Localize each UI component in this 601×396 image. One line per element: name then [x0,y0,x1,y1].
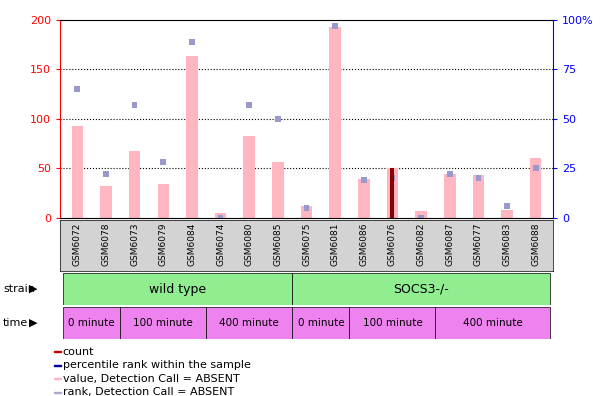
Text: 400 minute: 400 minute [463,318,523,328]
Bar [504,203,510,209]
Bar [129,151,140,218]
Bar [444,174,456,218]
Text: GSM6088: GSM6088 [531,222,540,266]
Text: percentile rank within the sample: percentile rank within the sample [63,360,251,370]
Bar [157,184,169,218]
Text: GSM6084: GSM6084 [188,222,197,266]
Text: GSM6074: GSM6074 [216,222,225,266]
Text: GSM6073: GSM6073 [130,222,139,266]
Text: 400 minute: 400 minute [219,318,279,328]
Bar [206,307,292,339]
Text: GSM6078: GSM6078 [102,222,111,266]
Bar [436,307,550,339]
Bar [533,165,538,171]
Bar [300,206,313,218]
Text: GSM6086: GSM6086 [359,222,368,266]
Text: GSM6087: GSM6087 [445,222,454,266]
Text: ▶: ▶ [29,284,37,294]
Bar [54,351,61,352]
Bar [332,23,338,29]
Bar [103,171,109,177]
Bar [292,273,550,305]
Text: GSM6081: GSM6081 [331,222,340,266]
Text: SOCS3-/-: SOCS3-/- [393,283,449,295]
Text: count: count [63,347,94,357]
Bar [63,307,120,339]
Bar [72,126,83,218]
Text: 100 minute: 100 minute [133,318,193,328]
Bar [54,378,61,379]
Bar [246,102,252,108]
Bar [54,365,61,366]
Bar [243,135,255,218]
Bar [120,307,206,339]
Bar [386,168,398,218]
Text: value, Detection Call = ABSENT: value, Detection Call = ABSENT [63,374,239,384]
Bar [304,205,310,211]
Text: GSM6076: GSM6076 [388,222,397,266]
Bar [189,38,195,44]
Text: GSM6075: GSM6075 [302,222,311,266]
Text: GSM6079: GSM6079 [159,222,168,266]
Bar [389,175,395,181]
Bar [391,168,394,218]
Bar [329,27,341,218]
Text: rank, Detection Call = ABSENT: rank, Detection Call = ABSENT [63,387,234,396]
Text: GSM6085: GSM6085 [273,222,282,266]
Bar [418,215,424,221]
Bar [358,179,370,218]
Text: GSM6083: GSM6083 [502,222,511,266]
Bar [218,215,224,221]
Bar [63,273,292,305]
Bar [361,177,367,183]
Bar [275,116,281,122]
Bar [473,175,484,218]
Text: ▶: ▶ [29,318,37,328]
Bar [132,102,138,108]
Text: time: time [3,318,28,328]
Text: 100 minute: 100 minute [362,318,423,328]
Bar [530,158,542,218]
Bar [186,56,198,218]
Text: 0 minute: 0 minute [69,318,115,328]
Bar [501,210,513,218]
Text: GSM6072: GSM6072 [73,222,82,266]
Bar [292,307,350,339]
Bar [350,307,436,339]
Bar [75,86,80,92]
Text: 0 minute: 0 minute [297,318,344,328]
Bar [475,175,481,181]
Bar [215,213,227,218]
Bar [415,211,427,218]
Text: GSM6082: GSM6082 [416,222,426,266]
Text: GSM6077: GSM6077 [474,222,483,266]
Bar [100,186,112,218]
Text: wild type: wild type [149,283,206,295]
Bar [272,162,284,218]
Bar [160,159,166,165]
Text: strain: strain [3,284,35,294]
Bar [447,171,453,177]
Text: GSM6080: GSM6080 [245,222,254,266]
